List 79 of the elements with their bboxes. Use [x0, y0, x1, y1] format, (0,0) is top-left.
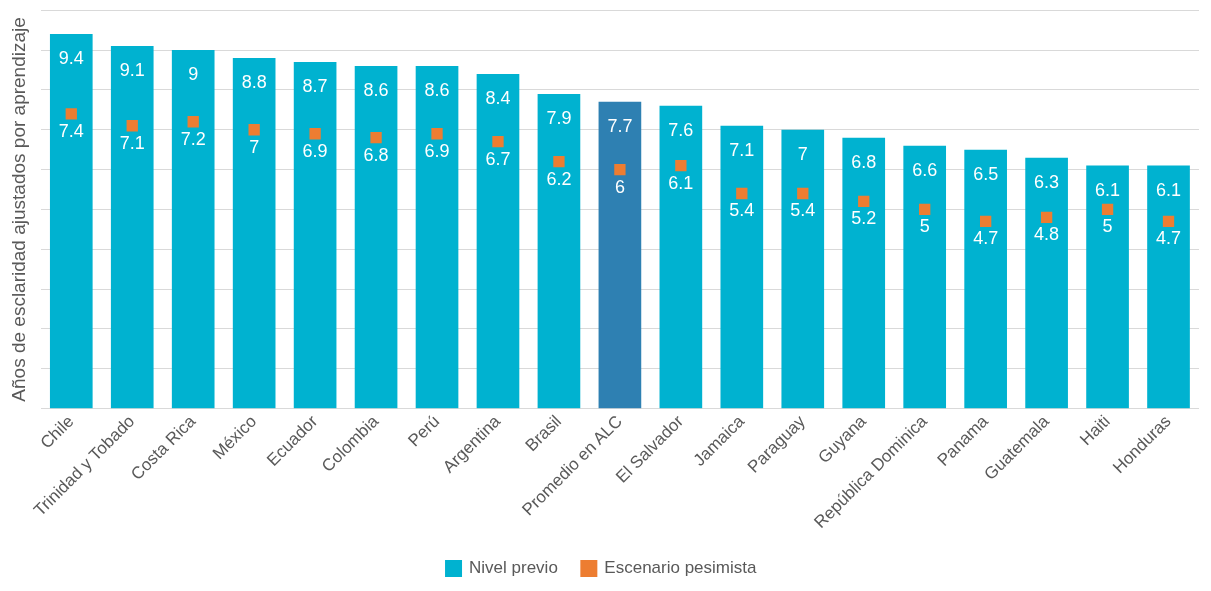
point [1101, 203, 1114, 216]
data-label: 5 [1102, 216, 1113, 237]
point [492, 136, 504, 148]
point [858, 195, 870, 208]
point [370, 132, 382, 144]
data-label: 7 [797, 143, 808, 164]
data-label: 6.2 [546, 168, 572, 189]
data-label: 8.8 [241, 71, 267, 92]
data-label: 6.1 [1095, 179, 1121, 200]
data-label: 4.7 [973, 228, 999, 249]
data-label: 6.6 [912, 159, 938, 180]
data-label: 5.2 [851, 208, 877, 229]
data-label: 6.3 [1034, 171, 1060, 192]
data-label: 6.8 [851, 151, 877, 172]
bar [842, 137, 886, 409]
point [553, 155, 565, 168]
bar [110, 46, 154, 409]
point [187, 116, 199, 128]
data-label: 6.9 [424, 140, 450, 161]
data-label: 8.6 [424, 79, 450, 100]
bar [1147, 165, 1190, 409]
data-label: 8.7 [302, 75, 328, 96]
bar [171, 50, 215, 409]
data-label: 9.1 [119, 60, 145, 81]
point [797, 187, 809, 200]
bar [293, 62, 337, 409]
data-label: 7.9 [546, 107, 572, 128]
point [614, 163, 626, 176]
point [675, 159, 687, 172]
bar [49, 34, 93, 409]
data-label: 7.1 [729, 139, 755, 160]
data-label: 6.7 [485, 148, 511, 169]
bar [964, 149, 1007, 409]
data-label: 5 [919, 216, 930, 237]
point [248, 124, 260, 136]
data-label: 9 [188, 64, 199, 85]
point [1162, 215, 1175, 228]
bar [720, 125, 764, 409]
y-axis-title: Años de esclaridad ajustados por aprendizaje [7, 17, 29, 402]
data-label: 7.1 [119, 132, 145, 153]
data-label: 6.1 [1156, 179, 1182, 200]
legend-label: Nivel previo [469, 558, 558, 578]
data-label: 8.6 [363, 79, 389, 100]
bar [537, 93, 581, 409]
bar [659, 105, 703, 409]
bar [415, 65, 459, 409]
data-label: 5.4 [790, 200, 816, 221]
point [431, 128, 443, 140]
legend-label: Escenario pesimista [604, 558, 758, 578]
data-label: 7.2 [180, 128, 206, 149]
point [65, 108, 77, 120]
data-label: 6.5 [973, 163, 999, 184]
data-label: 6.8 [363, 144, 389, 165]
data-label: 6.1 [668, 172, 694, 193]
point [979, 215, 992, 228]
data-label: 6.9 [302, 140, 328, 161]
data-label: 4.8 [1034, 224, 1060, 245]
bar [476, 73, 520, 409]
data-label: 4.7 [1156, 228, 1182, 249]
data-label: 8.4 [485, 87, 511, 108]
data-label: 7.4 [58, 120, 84, 141]
bar [232, 58, 276, 409]
bar [1086, 165, 1129, 409]
bar [598, 101, 642, 409]
point [736, 187, 748, 200]
bar [903, 145, 947, 409]
bar [781, 129, 825, 409]
data-label: 9.4 [58, 48, 84, 69]
point [309, 128, 321, 140]
data-label: 7.6 [668, 119, 694, 140]
point [126, 120, 138, 132]
data-label: 6 [614, 176, 625, 197]
bar [354, 65, 398, 409]
point [919, 203, 931, 216]
data-label: 7.7 [607, 115, 633, 136]
bar [1025, 157, 1068, 409]
data-label: 5.4 [729, 200, 755, 221]
point [1040, 211, 1053, 224]
data-label: 7 [249, 136, 260, 157]
